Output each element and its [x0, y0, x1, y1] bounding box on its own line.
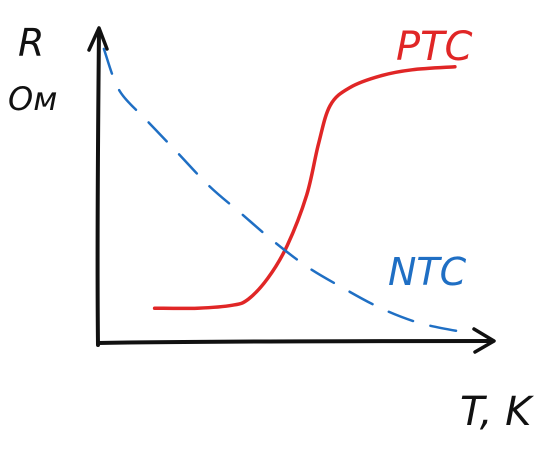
series-layer: [102, 47, 464, 334]
series-line-ntc: [102, 47, 464, 334]
y-axis-label: R: [18, 21, 44, 65]
series-label-ptc: PTC: [396, 24, 473, 70]
y-axis-arrow: [87, 26, 109, 52]
series-line-ptc: [152, 65, 457, 311]
series-label-ntc: NTC: [388, 250, 467, 294]
x-axis: [96, 339, 495, 345]
x-axis-arrow: [472, 327, 496, 354]
y-axis-unit: Ом: [8, 80, 57, 118]
y-axis: [95, 28, 101, 347]
x-axis-label: T, K: [460, 389, 534, 435]
